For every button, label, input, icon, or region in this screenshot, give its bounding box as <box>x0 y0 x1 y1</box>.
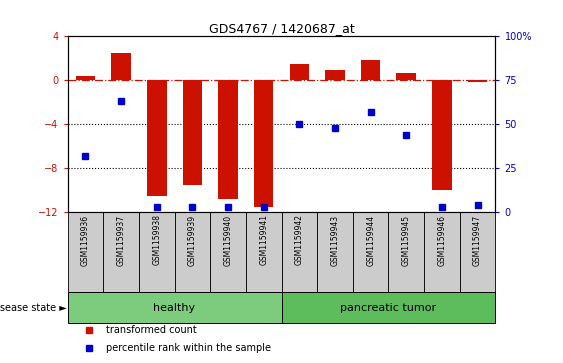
FancyBboxPatch shape <box>68 293 282 323</box>
FancyBboxPatch shape <box>460 212 495 292</box>
Bar <box>182 80 202 184</box>
FancyBboxPatch shape <box>175 212 210 292</box>
Text: GSM1159939: GSM1159939 <box>188 215 197 265</box>
Bar <box>361 61 381 80</box>
FancyBboxPatch shape <box>68 212 103 292</box>
Text: GSM1159944: GSM1159944 <box>366 215 375 265</box>
FancyBboxPatch shape <box>282 212 317 292</box>
Bar <box>111 53 131 80</box>
FancyBboxPatch shape <box>210 212 246 292</box>
Text: GSM1159941: GSM1159941 <box>259 215 268 265</box>
Text: GSM1159938: GSM1159938 <box>152 215 161 265</box>
Text: disease state ►: disease state ► <box>0 303 67 313</box>
FancyBboxPatch shape <box>246 212 282 292</box>
Bar <box>432 80 452 190</box>
Bar <box>218 80 238 199</box>
Text: GSM1159946: GSM1159946 <box>437 215 446 265</box>
Bar <box>147 80 167 196</box>
Text: GSM1159940: GSM1159940 <box>224 215 233 265</box>
Text: GSM1159947: GSM1159947 <box>473 215 482 265</box>
Text: GSM1159936: GSM1159936 <box>81 215 90 265</box>
Bar <box>289 64 309 80</box>
Text: GSM1159937: GSM1159937 <box>117 215 126 265</box>
Text: percentile rank within the sample: percentile rank within the sample <box>106 343 271 353</box>
Text: GSM1159943: GSM1159943 <box>330 215 339 265</box>
FancyBboxPatch shape <box>139 212 175 292</box>
FancyBboxPatch shape <box>353 212 388 292</box>
Text: transformed count: transformed count <box>106 325 197 335</box>
Bar <box>75 76 95 80</box>
Text: GSM1159942: GSM1159942 <box>295 215 304 265</box>
Bar <box>396 73 416 80</box>
FancyBboxPatch shape <box>317 212 353 292</box>
Title: GDS4767 / 1420687_at: GDS4767 / 1420687_at <box>209 22 354 35</box>
Bar <box>325 70 345 80</box>
Bar <box>468 80 488 82</box>
Bar <box>254 80 274 207</box>
FancyBboxPatch shape <box>103 212 139 292</box>
FancyBboxPatch shape <box>282 293 495 323</box>
Text: healthy: healthy <box>154 303 195 313</box>
Text: pancreatic tumor: pancreatic tumor <box>341 303 436 313</box>
Text: GSM1159945: GSM1159945 <box>402 215 411 265</box>
FancyBboxPatch shape <box>424 212 460 292</box>
FancyBboxPatch shape <box>388 212 424 292</box>
